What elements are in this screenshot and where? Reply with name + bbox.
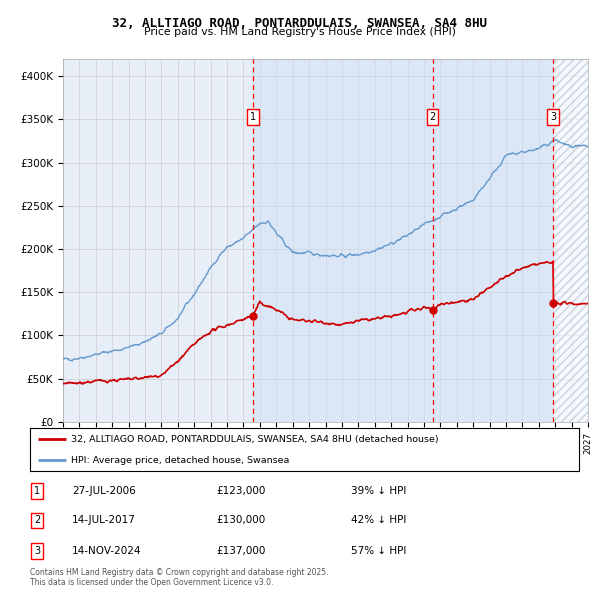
Text: 3: 3 <box>34 546 40 556</box>
Text: 27-JUL-2006: 27-JUL-2006 <box>72 486 136 496</box>
Bar <box>253 59 553 422</box>
Text: £137,000: £137,000 <box>216 546 265 556</box>
Text: 2: 2 <box>430 112 436 122</box>
Text: Contains HM Land Registry data © Crown copyright and database right 2025.
This d: Contains HM Land Registry data © Crown c… <box>30 568 329 587</box>
Text: 3: 3 <box>550 112 556 122</box>
Text: 14-JUL-2017: 14-JUL-2017 <box>72 516 136 525</box>
Text: 57% ↓ HPI: 57% ↓ HPI <box>351 546 406 556</box>
Text: 14-NOV-2024: 14-NOV-2024 <box>72 546 142 556</box>
Text: 32, ALLTIAGO ROAD, PONTARDDULAIS, SWANSEA, SA4 8HU: 32, ALLTIAGO ROAD, PONTARDDULAIS, SWANSE… <box>113 17 487 30</box>
Text: HPI: Average price, detached house, Swansea: HPI: Average price, detached house, Swan… <box>71 456 290 465</box>
Text: 1: 1 <box>250 112 256 122</box>
Bar <box>553 59 588 422</box>
Text: 39% ↓ HPI: 39% ↓ HPI <box>351 486 406 496</box>
Text: 2: 2 <box>34 516 40 525</box>
Text: £130,000: £130,000 <box>216 516 265 525</box>
Text: 32, ALLTIAGO ROAD, PONTARDDULAIS, SWANSEA, SA4 8HU (detached house): 32, ALLTIAGO ROAD, PONTARDDULAIS, SWANSE… <box>71 435 439 444</box>
Text: £123,000: £123,000 <box>216 486 265 496</box>
Text: 42% ↓ HPI: 42% ↓ HPI <box>351 516 406 525</box>
Text: Price paid vs. HM Land Registry's House Price Index (HPI): Price paid vs. HM Land Registry's House … <box>144 27 456 37</box>
Text: 1: 1 <box>34 486 40 496</box>
